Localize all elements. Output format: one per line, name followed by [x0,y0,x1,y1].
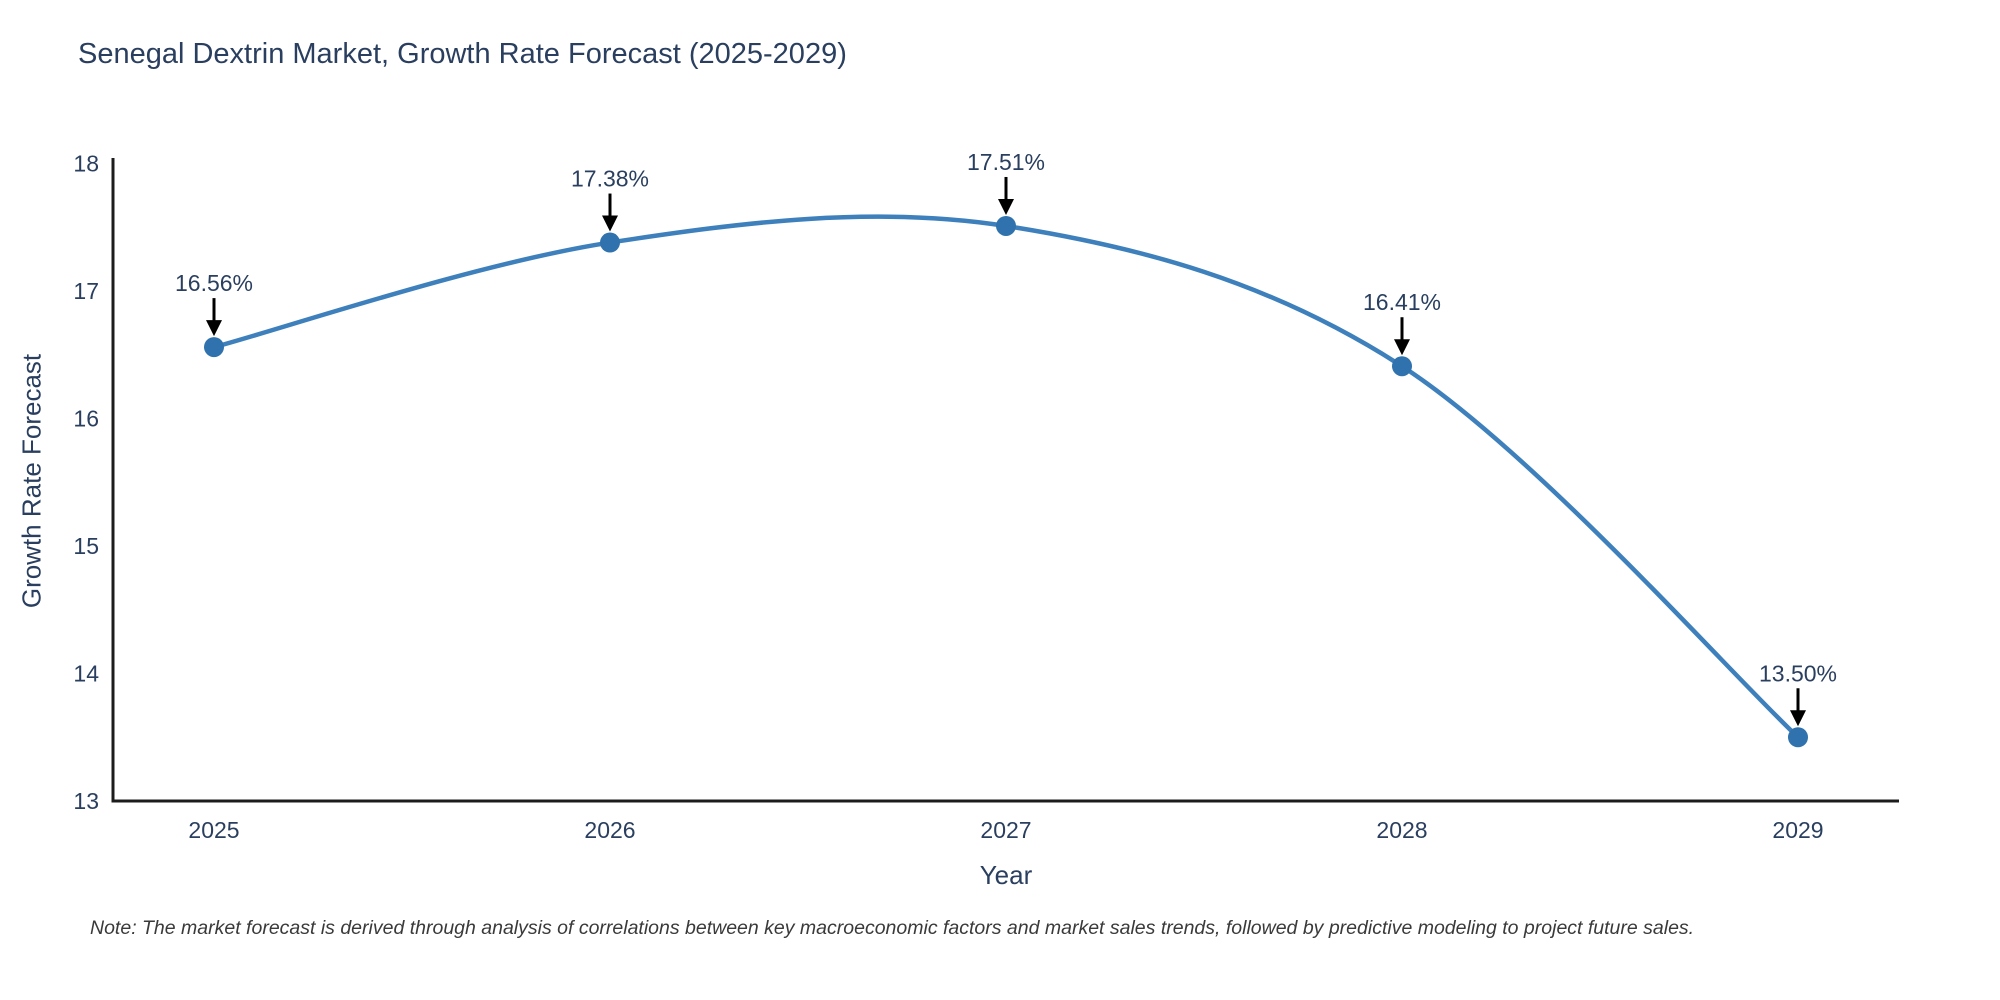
x-tick-label: 2027 [980,817,1031,843]
annotation-arrowhead-icon [602,215,618,232]
x-axis-title: Year [979,860,1033,890]
y-tick-label: 17 [73,278,99,304]
point-value-label: 13.50% [1759,660,1837,686]
data-point-marker [600,232,620,253]
x-tick-label: 2028 [1376,817,1427,843]
annotation-arrowhead-icon [998,198,1014,215]
y-tick-label: 16 [73,406,99,432]
point-value-label: 17.51% [967,149,1045,175]
annotation-arrowhead-icon [1394,339,1410,356]
data-point-marker [1788,727,1808,748]
point-value-label: 17.38% [571,166,649,192]
point-value-label: 16.56% [175,270,253,296]
forecast-line [213,214,1800,739]
annotation-arrowhead-icon [206,320,222,337]
footnote: Note: The market forecast is derived thr… [90,917,1695,939]
y-tick-label: 18 [73,151,99,177]
data-point-marker [1392,356,1412,377]
y-tick-label: 14 [73,661,99,687]
x-tick-label: 2025 [188,817,239,843]
data-point-marker [204,337,224,358]
x-tick-label: 2029 [1772,817,1823,843]
data-point-marker [996,215,1016,236]
x-tick-label: 2026 [584,817,635,843]
annotation-arrowhead-icon [1790,710,1806,727]
point-value-label: 16.41% [1363,289,1441,315]
y-tick-label: 15 [73,533,99,559]
y-tick-label: 13 [73,788,99,814]
chart-title: Senegal Dextrin Market, Growth Rate Fore… [78,38,847,70]
